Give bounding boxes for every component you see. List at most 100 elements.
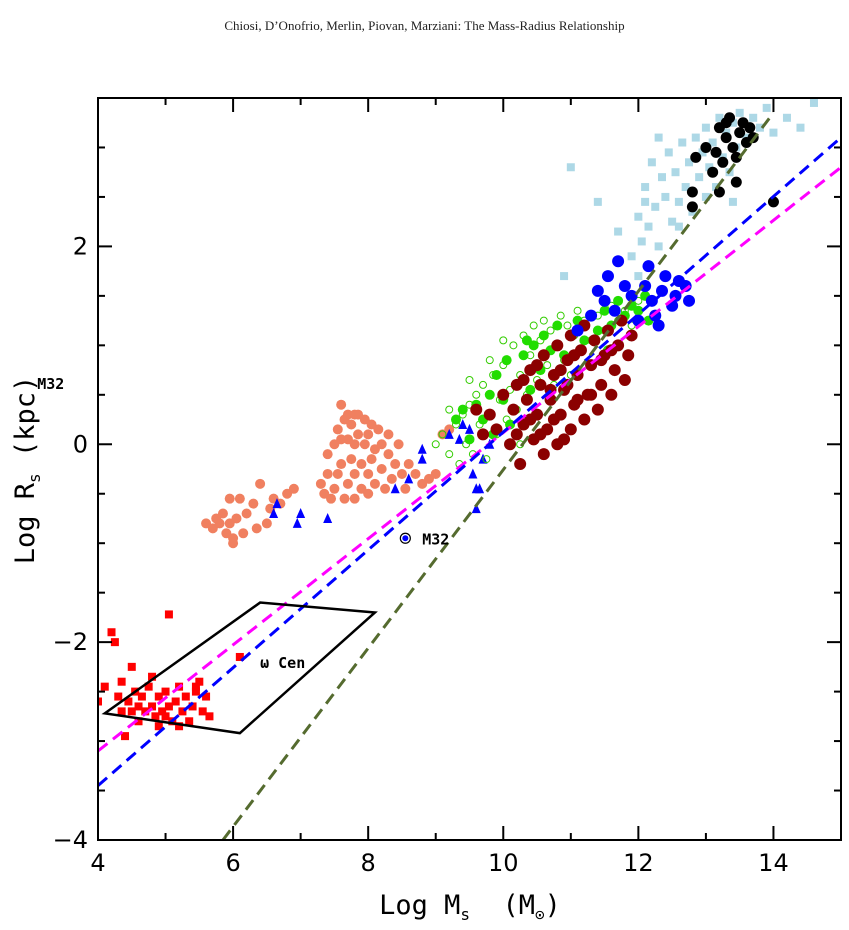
data-point (154, 692, 163, 701)
data-point (537, 349, 550, 362)
data-point (782, 113, 791, 122)
data-point (664, 148, 673, 157)
data-point (707, 166, 719, 178)
data-point (654, 242, 663, 251)
data-point (556, 311, 565, 320)
data-point (457, 404, 468, 415)
data-point (356, 459, 367, 470)
data-point (514, 458, 527, 471)
data-point (137, 692, 146, 701)
data-point (578, 413, 591, 426)
x-axis-label-sub: s (460, 905, 470, 924)
data-point (681, 183, 690, 192)
data-point (224, 493, 235, 504)
data-point (158, 707, 167, 716)
data-point (346, 454, 357, 465)
data-point (191, 687, 200, 696)
data-point (315, 478, 326, 489)
data-point (471, 503, 481, 514)
data-point (349, 409, 360, 420)
data-point (701, 192, 710, 201)
data-point (734, 127, 746, 139)
x-tick-label: 12 (623, 849, 654, 877)
data-point (537, 448, 550, 461)
x-tick-label: 14 (758, 849, 789, 877)
fit-line (98, 136, 841, 787)
data-point (468, 468, 478, 479)
fit-line (98, 166, 841, 753)
data-point (288, 483, 299, 494)
data-point (683, 294, 696, 307)
x-tick-label: 10 (488, 849, 519, 877)
data-point (346, 419, 357, 430)
data-point (393, 439, 404, 450)
data-point (720, 117, 732, 129)
annotation-label: M32 (422, 530, 449, 548)
m32-marker (402, 535, 409, 542)
data-point (482, 455, 491, 464)
data-point (543, 361, 552, 370)
data-point (272, 498, 282, 509)
data-point (431, 440, 440, 449)
data-point (558, 433, 571, 446)
data-point (363, 488, 374, 499)
data-point (568, 349, 581, 362)
data-point (637, 237, 646, 246)
data-point (571, 324, 584, 337)
fit-line (221, 111, 775, 840)
y-axis-label-sub: s (25, 473, 44, 483)
data-point (501, 355, 512, 366)
data-point (121, 732, 130, 741)
data-point (373, 424, 384, 435)
data-point (458, 418, 468, 429)
y-axis-label-main: Log R (10, 482, 41, 564)
data-point (695, 173, 704, 182)
data-point (228, 538, 239, 549)
data-point (598, 294, 611, 307)
data-point (585, 388, 598, 401)
x-tick-label: 4 (90, 849, 105, 877)
data-point (470, 403, 483, 416)
data-point (323, 512, 333, 523)
data-point (641, 183, 650, 192)
data-point (349, 439, 360, 450)
data-point (332, 468, 343, 479)
data-point (644, 222, 653, 231)
data-point (390, 459, 401, 470)
data-point (195, 677, 204, 686)
data-point (566, 163, 575, 172)
data-point (353, 429, 364, 440)
data-point (715, 113, 724, 122)
data-point (403, 459, 414, 470)
x-axis-label-sun-sub: ⊙ (535, 905, 545, 924)
data-point (181, 692, 190, 701)
data-point (171, 697, 180, 706)
data-point (349, 493, 360, 504)
data-point (417, 453, 427, 464)
data-point (164, 610, 173, 619)
data-point (613, 295, 624, 306)
data-point (164, 702, 173, 711)
data-point (705, 163, 714, 172)
data-point (529, 321, 538, 330)
data-point (134, 717, 143, 726)
data-point (686, 186, 698, 198)
data-point (524, 413, 537, 426)
data-point (214, 518, 225, 529)
data-point (269, 508, 279, 519)
data-point (762, 103, 771, 112)
data-point (386, 473, 397, 484)
data-point (175, 722, 184, 731)
data-point (490, 423, 503, 436)
data-point (510, 428, 523, 441)
data-point (472, 390, 481, 399)
data-point (100, 682, 109, 691)
x-tick-label: 6 (225, 849, 240, 877)
data-point (651, 202, 660, 211)
region-polygons (101, 601, 378, 735)
data-point (322, 468, 333, 479)
data-point (292, 517, 302, 528)
x-axis-label-unit-open: (M (503, 890, 536, 921)
data-point (661, 192, 670, 201)
